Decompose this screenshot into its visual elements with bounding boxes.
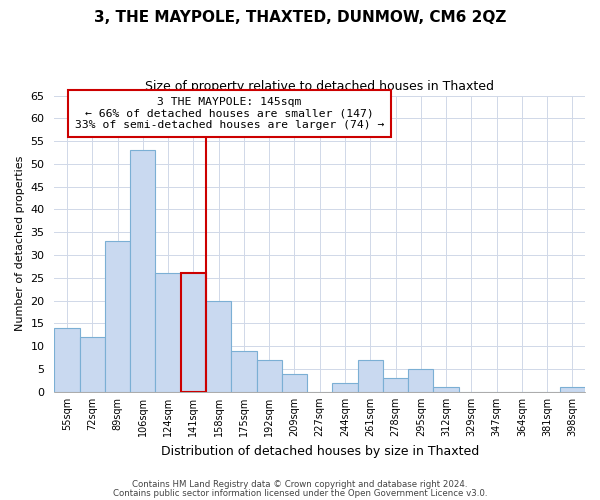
Bar [332,382,358,392]
Title: Size of property relative to detached houses in Thaxted: Size of property relative to detached ho… [145,80,494,93]
Bar [206,300,231,392]
Text: 3 THE MAYPOLE: 145sqm
← 66% of detached houses are smaller (147)
33% of semi-det: 3 THE MAYPOLE: 145sqm ← 66% of detached … [75,97,384,130]
Bar [105,242,130,392]
Bar [383,378,408,392]
Bar [231,351,257,392]
Bar [433,387,458,392]
Text: Contains public sector information licensed under the Open Government Licence v3: Contains public sector information licen… [113,488,487,498]
Bar [130,150,155,392]
Bar [358,360,383,392]
Y-axis label: Number of detached properties: Number of detached properties [15,156,25,332]
Bar [155,274,181,392]
Bar [55,328,80,392]
Bar [80,337,105,392]
Bar [181,274,206,392]
Text: Contains HM Land Registry data © Crown copyright and database right 2024.: Contains HM Land Registry data © Crown c… [132,480,468,489]
Text: 3, THE MAYPOLE, THAXTED, DUNMOW, CM6 2QZ: 3, THE MAYPOLE, THAXTED, DUNMOW, CM6 2QZ [94,10,506,25]
Bar [282,374,307,392]
Bar [560,387,585,392]
Bar [408,369,433,392]
X-axis label: Distribution of detached houses by size in Thaxted: Distribution of detached houses by size … [161,444,479,458]
Bar [257,360,282,392]
